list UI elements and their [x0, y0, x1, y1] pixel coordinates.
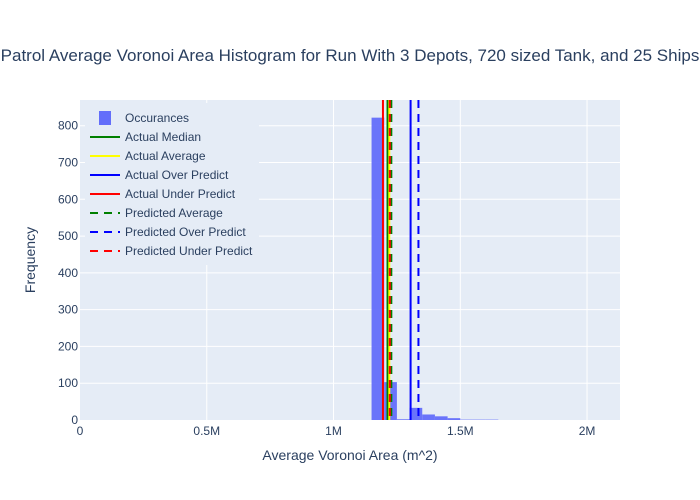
- x-axis-label: Average Voronoi Area (m^2): [262, 447, 437, 463]
- histogram-bar[interactable]: [396, 419, 410, 420]
- legend-label[interactable]: Actual Under Predict: [125, 187, 236, 201]
- x-tick-label: 1M: [325, 424, 342, 438]
- y-tick-label: 800: [58, 119, 78, 133]
- y-tick-label: 0: [71, 413, 78, 427]
- y-tick-label: 500: [58, 229, 78, 243]
- y-tick-label: 100: [58, 376, 78, 390]
- legend-label[interactable]: Occurances: [125, 111, 189, 125]
- legend-box: [85, 103, 259, 265]
- legend-label[interactable]: Predicted Under Predict: [125, 244, 253, 258]
- x-tick-label: 0: [77, 424, 84, 438]
- legend-label[interactable]: Actual Average: [125, 149, 206, 163]
- legend-label[interactable]: Predicted Average: [125, 206, 223, 220]
- legend-label[interactable]: Actual Over Predict: [125, 168, 229, 182]
- y-tick-label: 200: [58, 339, 78, 353]
- legend-label[interactable]: Predicted Over Predict: [125, 225, 246, 239]
- x-tick-label: 0.5M: [193, 424, 220, 438]
- histogram-bar[interactable]: [447, 418, 461, 420]
- y-tick-label: 300: [58, 303, 78, 317]
- x-axis-ticks: 0 0.5M 1M 1.5M 2M: [77, 424, 596, 438]
- legend-bar-swatch: [99, 111, 111, 125]
- legend[interactable]: Occurances Actual Median Actual Average Act…: [85, 103, 259, 265]
- y-tick-label: 400: [58, 266, 78, 280]
- histogram-bar[interactable]: [371, 117, 385, 420]
- y-axis-label: Frequency: [22, 227, 38, 293]
- x-tick-label: 2M: [579, 424, 596, 438]
- histogram-bar[interactable]: [434, 416, 448, 420]
- reference-lines: [381, 100, 420, 420]
- x-tick-label: 1.5M: [447, 424, 474, 438]
- y-tick-label: 700: [58, 156, 78, 170]
- legend-label[interactable]: Actual Median: [125, 130, 201, 144]
- y-tick-label: 600: [58, 192, 78, 206]
- histogram-bar[interactable]: [422, 414, 435, 420]
- y-axis-ticks: 0 100 200 300 400 500 600 700 800: [58, 119, 78, 427]
- chart-title: Patrol Average Voronoi Area Histogram fo…: [1, 46, 700, 65]
